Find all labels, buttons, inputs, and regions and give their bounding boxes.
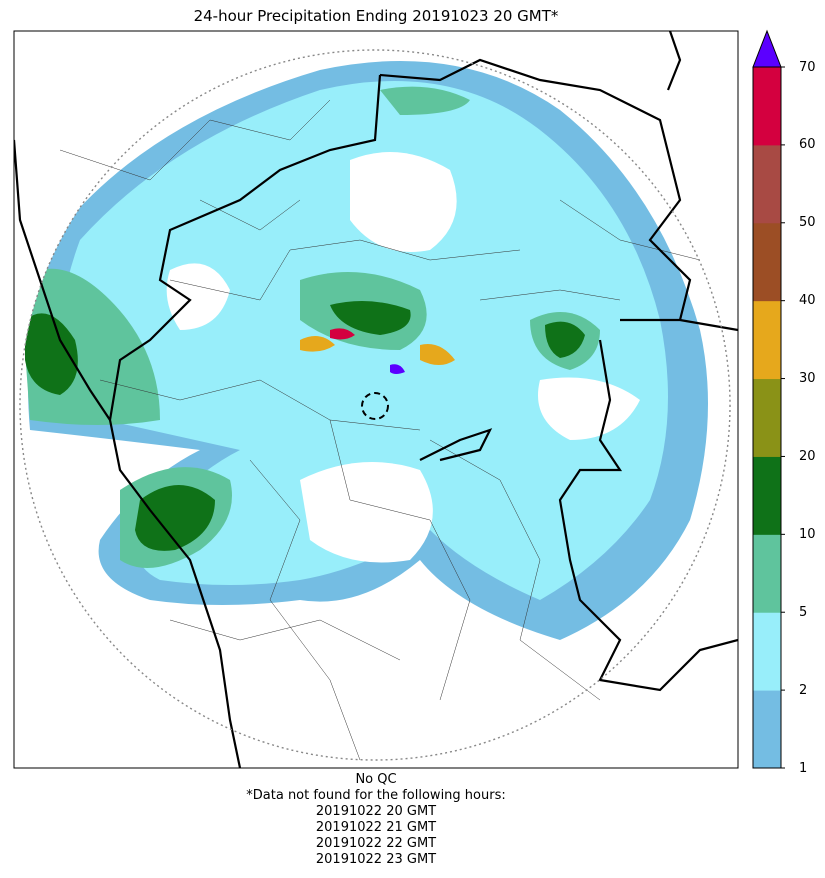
missing-hour: 20191022 20 GMT: [315, 804, 437, 819]
dry-area: [166, 263, 230, 330]
precip-band-6: [420, 344, 455, 365]
district-borders: [59, 99, 701, 761]
colorbar-segment: [753, 300, 781, 380]
colorbar: [752, 29, 785, 769]
colorbar-tick-label: 70: [799, 59, 816, 75]
missing-hour: 20191022 21 GMT: [315, 820, 437, 835]
colorbar-tick-label: 10: [799, 526, 816, 542]
colorbar-segment: [753, 456, 781, 535]
coastline: [108, 74, 382, 768]
colorbar-segment: [753, 612, 781, 691]
colorbar-extend-arrow: [752, 29, 782, 68]
colorbar-frame: [752, 66, 782, 769]
colorbar-segment: [753, 144, 781, 224]
dry-area: [538, 377, 640, 440]
map-frame: [13, 30, 739, 769]
precipitation-field: [20, 61, 708, 640]
colorbar-segment: [753, 690, 781, 769]
colorbar-segment: [753, 222, 781, 302]
footer-notes: No QC *Data not found for the following …: [14, 772, 738, 868]
precip-band-6: [300, 336, 335, 352]
precip-band-4: [25, 313, 78, 395]
precip-band-4: [135, 485, 215, 551]
precip-band-3: [380, 86, 470, 115]
map-area: [14, 31, 738, 768]
colorbar-tick-label: 50: [799, 215, 816, 231]
state-borders: [14, 31, 738, 768]
colorbar-segment: [753, 534, 781, 613]
radar-site-marker: [361, 392, 389, 420]
dry-area: [300, 462, 433, 563]
precip-band-4: [330, 301, 411, 335]
missing-hour: 20191022 22 GMT: [315, 836, 437, 851]
radar-range-ring: [19, 49, 731, 761]
dry-area: [350, 152, 457, 252]
colorbar-tick-label: 40: [799, 293, 816, 309]
missing-data-note: *Data not found for the following hours:: [246, 788, 506, 803]
colorbar-segment: [753, 67, 781, 146]
precip-overflow: [390, 364, 405, 374]
map-title: 24-hour Precipitation Ending 20191023 20…: [193, 7, 559, 25]
colorbar-tick-label: 1: [799, 760, 808, 776]
missing-hour: 20191022 23 GMT: [315, 852, 437, 867]
colorbar-segment: [753, 378, 781, 457]
colorbar-tick-label: 2: [799, 682, 808, 698]
colorbar-tick-label: 60: [799, 137, 816, 153]
colorbar-tick-label: 5: [799, 604, 808, 620]
colorbar-tick-label: 30: [799, 371, 816, 387]
precip-band-9: [330, 328, 355, 340]
colorbar-tick-label: 20: [799, 448, 816, 464]
precip-band-4: [545, 321, 585, 358]
qc-note: No QC: [355, 772, 397, 787]
